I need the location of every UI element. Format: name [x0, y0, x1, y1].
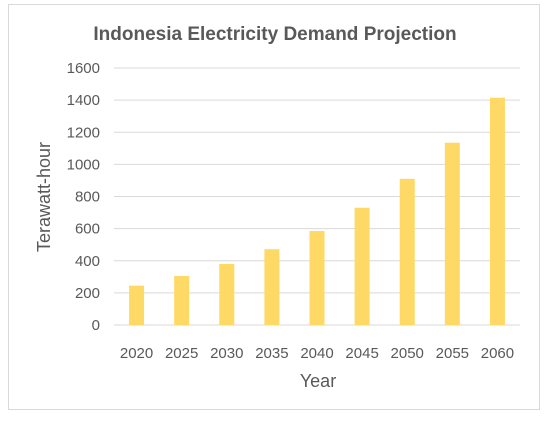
y-tick-label: 400	[75, 253, 100, 270]
y-tick-label: 200	[75, 285, 100, 302]
x-tick-label: 2055	[436, 345, 469, 362]
bar-2020	[129, 285, 145, 325]
x-axis-title: Year	[300, 371, 336, 391]
y-tick-label: 0	[92, 317, 100, 334]
y-tick-label: 800	[75, 189, 100, 206]
bar-2055	[444, 142, 460, 325]
x-tick-label: 2025	[165, 345, 198, 362]
y-axis-title: Terawatt-hour	[34, 142, 54, 252]
x-tick-label: 2060	[481, 345, 514, 362]
y-tick-label: 1600	[67, 60, 100, 77]
chart-title: Indonesia Electricity Demand Projection	[93, 24, 456, 45]
y-tick-label: 600	[75, 221, 100, 238]
y-axis-ticks: 0 200 400 600 800 1000 1200 1400 1600	[67, 60, 100, 334]
y-tick-label: 1200	[67, 124, 100, 141]
bar-2060	[489, 97, 505, 325]
bar-2040	[309, 231, 325, 325]
bar-2035	[264, 249, 280, 325]
y-tick-label: 1000	[67, 156, 100, 173]
bars	[129, 97, 505, 325]
x-tick-label: 2040	[300, 345, 333, 362]
bar-2025	[174, 276, 190, 325]
x-tick-label: 2020	[120, 345, 153, 362]
x-axis-ticks: 2020 2025 2030 2035 2040 2045 2050 2055 2060	[120, 345, 514, 362]
bar-2045	[354, 207, 370, 325]
bar-2030	[219, 263, 235, 325]
x-tick-label: 2045	[345, 345, 378, 362]
y-tick-label: 1400	[67, 92, 100, 109]
x-tick-label: 2035	[255, 345, 288, 362]
bar-2050	[399, 178, 415, 325]
x-tick-label: 2030	[210, 345, 243, 362]
x-tick-label: 2050	[391, 345, 424, 362]
